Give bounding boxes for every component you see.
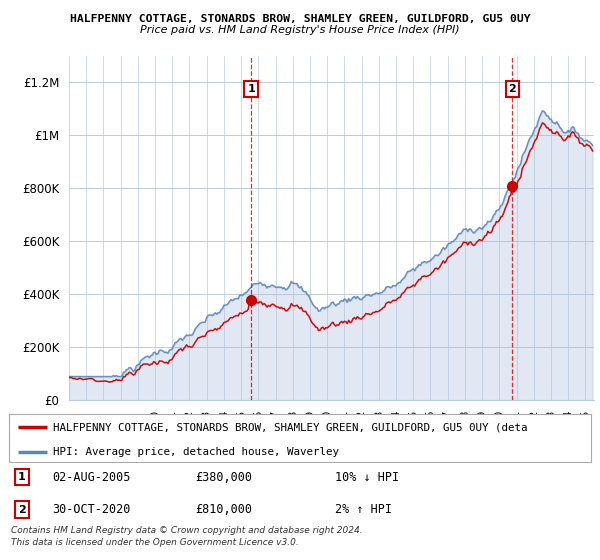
Text: 1: 1 <box>247 84 255 94</box>
Text: Price paid vs. HM Land Registry's House Price Index (HPI): Price paid vs. HM Land Registry's House … <box>140 25 460 35</box>
Text: 2: 2 <box>18 505 26 515</box>
Text: HALFPENNY COTTAGE, STONARDS BROW, SHAMLEY GREEN, GUILDFORD, GU5 0UY (deta: HALFPENNY COTTAGE, STONARDS BROW, SHAMLE… <box>53 422 527 432</box>
Text: HPI: Average price, detached house, Waverley: HPI: Average price, detached house, Wave… <box>53 446 338 456</box>
Text: Contains HM Land Registry data © Crown copyright and database right 2024.: Contains HM Land Registry data © Crown c… <box>11 526 362 535</box>
Text: £380,000: £380,000 <box>195 470 252 483</box>
Text: 2% ↑ HPI: 2% ↑ HPI <box>335 503 392 516</box>
Text: 10% ↓ HPI: 10% ↓ HPI <box>335 470 399 483</box>
Text: £810,000: £810,000 <box>195 503 252 516</box>
Text: HALFPENNY COTTAGE, STONARDS BROW, SHAMLEY GREEN, GUILDFORD, GU5 0UY: HALFPENNY COTTAGE, STONARDS BROW, SHAMLE… <box>70 14 530 24</box>
Text: 30-OCT-2020: 30-OCT-2020 <box>53 503 131 516</box>
Text: This data is licensed under the Open Government Licence v3.0.: This data is licensed under the Open Gov… <box>11 538 299 547</box>
Text: 2: 2 <box>508 84 516 94</box>
Text: 1: 1 <box>18 472 26 482</box>
Text: 02-AUG-2005: 02-AUG-2005 <box>53 470 131 483</box>
